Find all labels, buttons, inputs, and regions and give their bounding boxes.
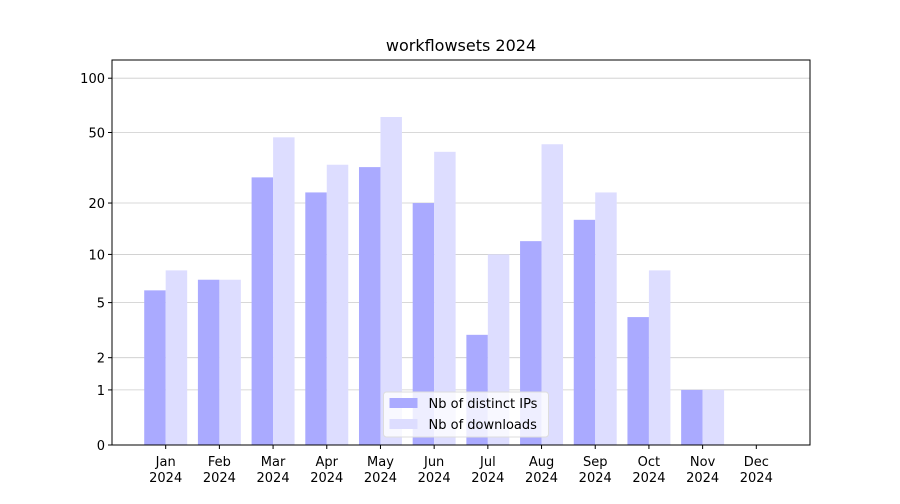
y-tick-label: 5	[97, 297, 105, 312]
x-tick-label: Feb 2024	[203, 455, 236, 486]
chart-title: workflowsets 2024	[386, 36, 536, 55]
bar	[305, 192, 327, 445]
bar	[648, 270, 671, 445]
y-tick-label: 0	[97, 439, 105, 454]
axes-frame	[111, 59, 811, 446]
x-tick-label: Apr 2024	[310, 455, 343, 486]
x-tick-label: Dec 2024	[740, 455, 773, 486]
bar	[681, 389, 703, 445]
bar	[380, 116, 402, 445]
y-tick-label: 20	[88, 197, 105, 212]
x-tick-label: Oct 2024	[632, 455, 665, 486]
bar	[144, 290, 166, 445]
bar	[627, 317, 649, 445]
x-tick-label: Aug 2024	[525, 455, 558, 486]
bar	[595, 192, 617, 445]
x-tick-label: Sep 2024	[579, 455, 612, 486]
y-tick-label: 10	[88, 248, 105, 263]
y-tick-label: 2	[97, 352, 105, 367]
bar	[702, 389, 725, 445]
legend-swatch	[389, 419, 418, 429]
bar	[219, 279, 241, 445]
legend-box	[383, 391, 549, 438]
bar	[434, 151, 456, 445]
y-tick-label: 100	[80, 72, 105, 87]
bar	[326, 164, 349, 445]
legend-label: Nb of distinct IPs	[429, 397, 538, 412]
bar	[251, 177, 274, 445]
bar	[165, 270, 188, 445]
bar	[412, 203, 435, 445]
bar	[541, 144, 564, 445]
y-tick-label: 50	[88, 127, 105, 142]
bar	[197, 279, 220, 445]
legend-swatch	[389, 398, 418, 408]
x-tick-label: Jan 2024	[149, 455, 182, 486]
bar	[273, 137, 295, 446]
x-tick-label: Mar 2024	[257, 455, 290, 486]
legend-label: Nb of downloads	[429, 418, 538, 433]
x-tick-label: Jun 2024	[418, 455, 451, 486]
x-tick-label: Jul 2024	[471, 455, 504, 486]
x-tick-label: Nov 2024	[686, 455, 719, 486]
bar	[358, 167, 381, 445]
y-tick-label: 1	[97, 384, 105, 399]
x-tick-label: May 2024	[364, 455, 397, 486]
bar	[573, 219, 596, 445]
